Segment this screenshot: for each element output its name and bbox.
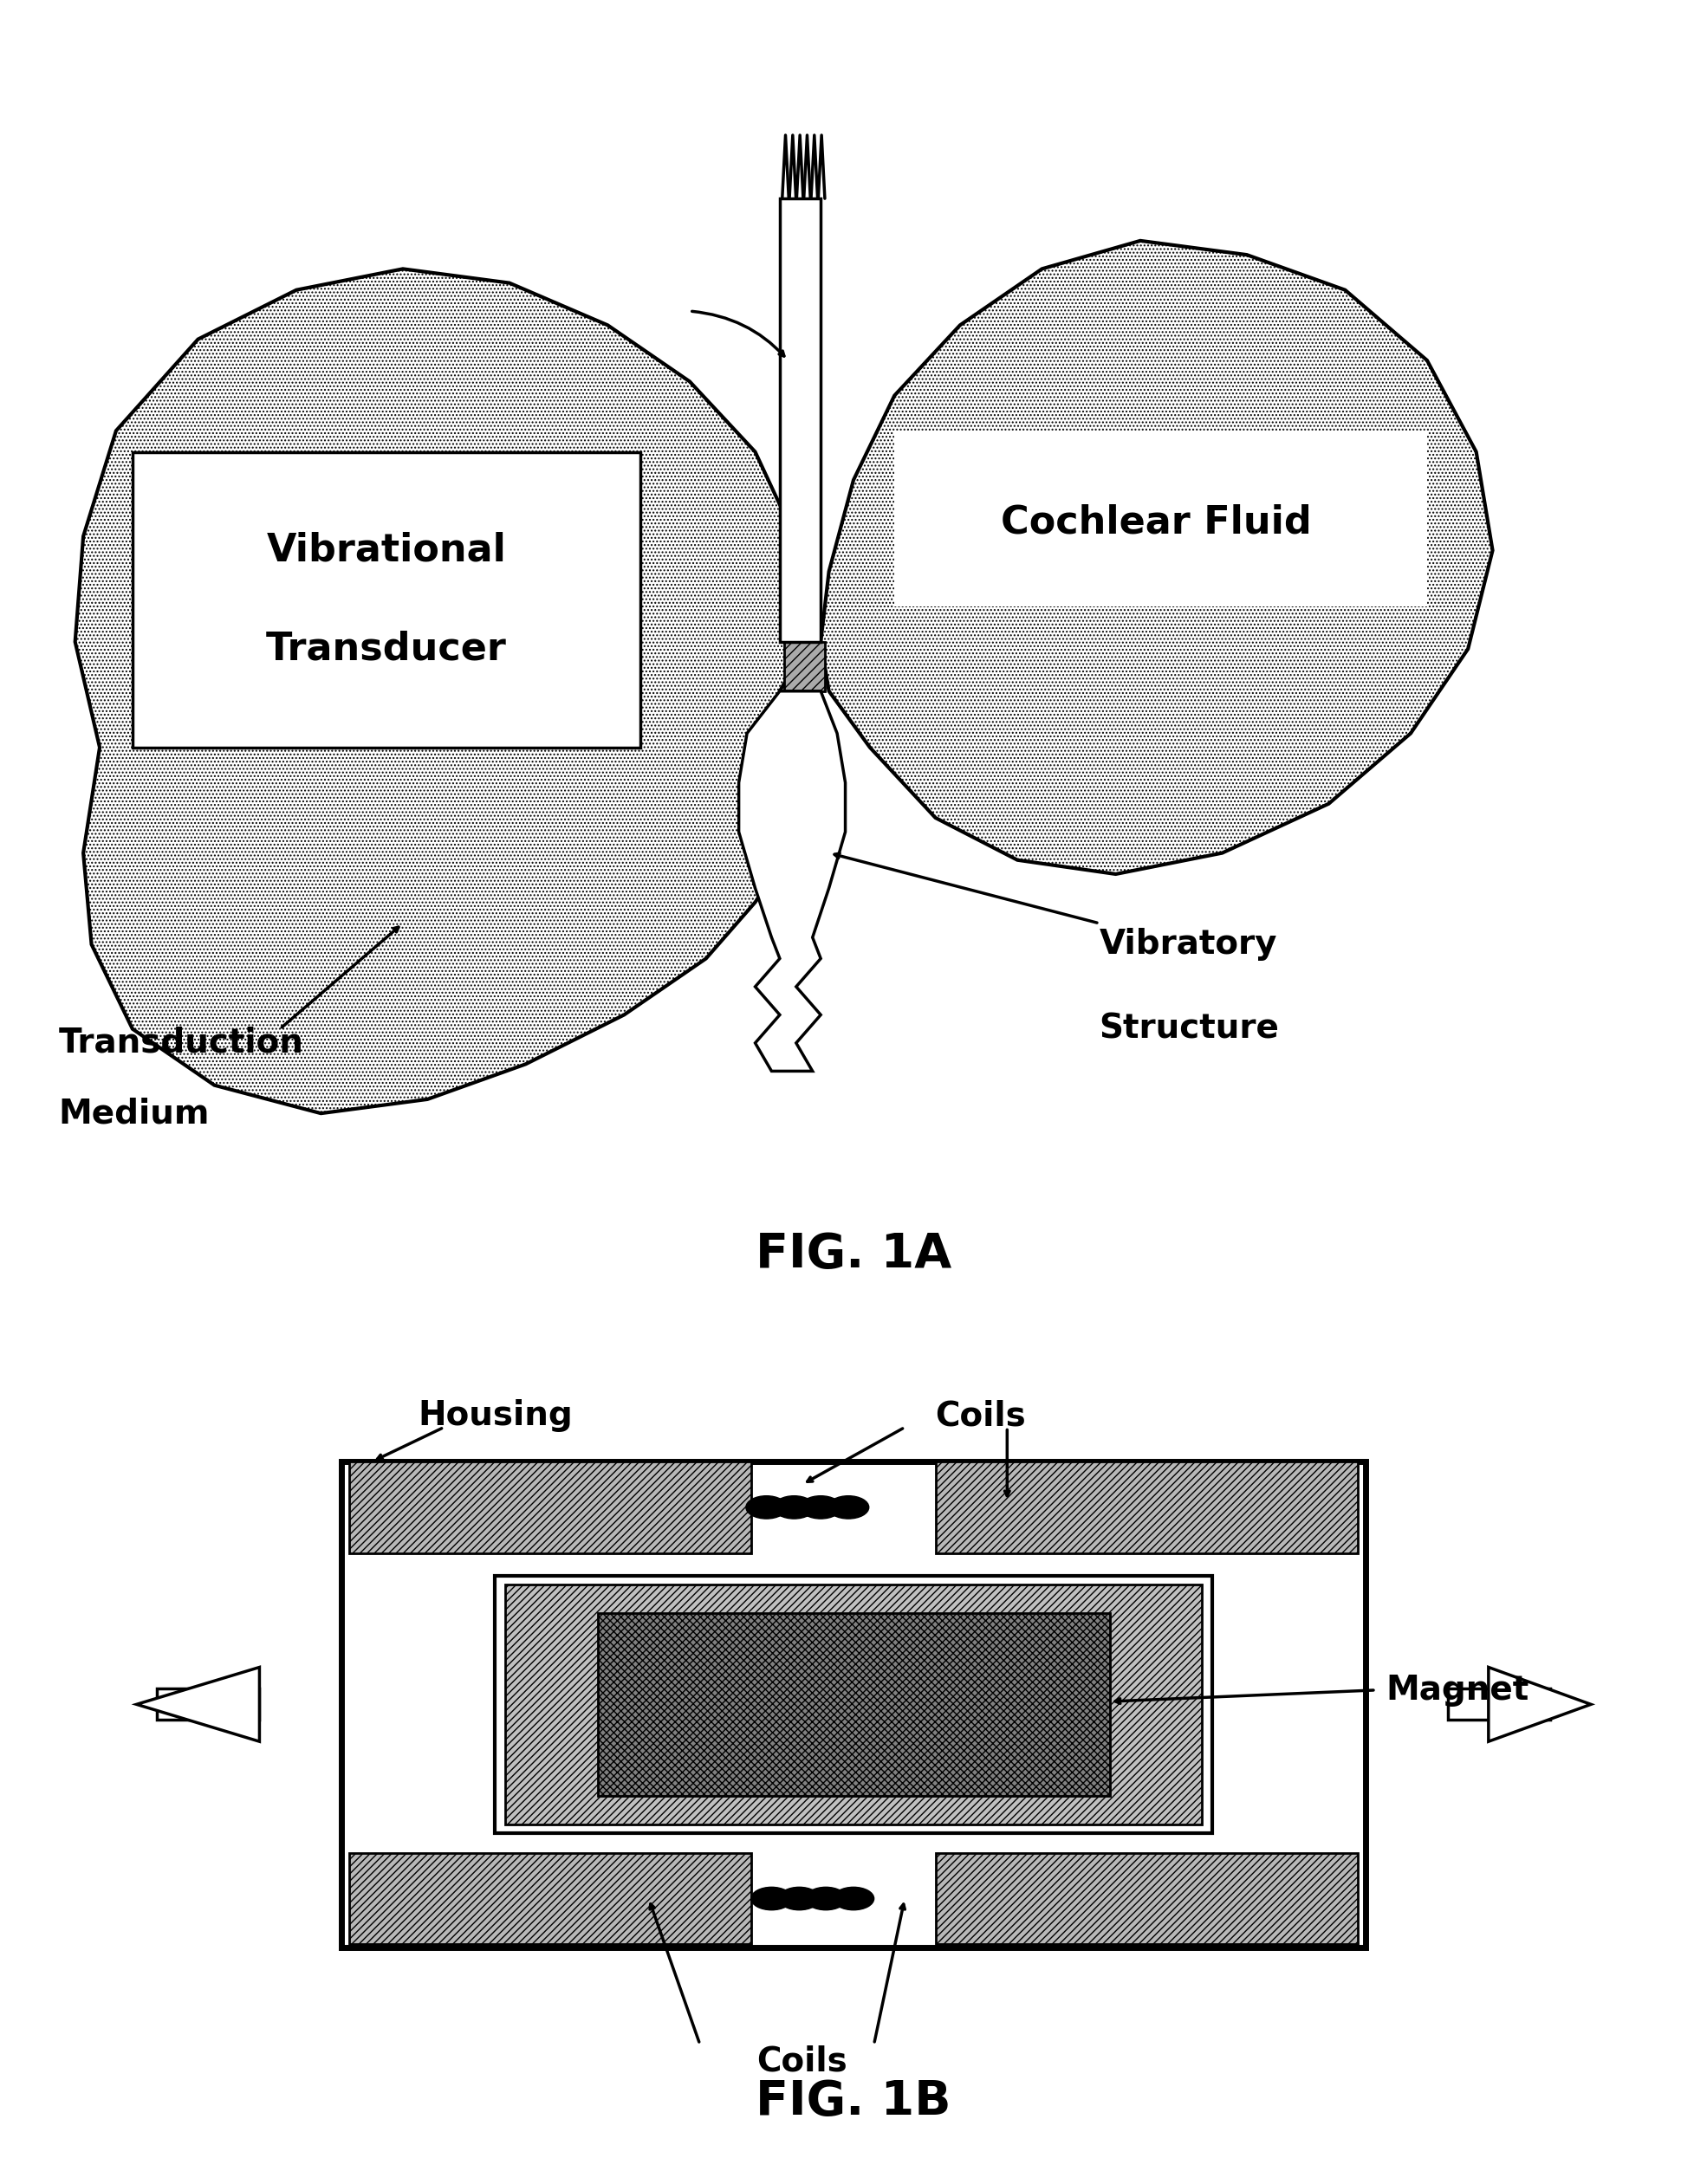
- Circle shape: [746, 1496, 787, 1518]
- Text: Coils: Coils: [756, 2044, 848, 2077]
- Polygon shape: [739, 690, 845, 1070]
- Polygon shape: [1489, 1666, 1591, 1741]
- Text: Transducer: Transducer: [266, 631, 507, 668]
- Text: Medium: Medium: [58, 1096, 210, 1129]
- Polygon shape: [821, 240, 1492, 874]
- Circle shape: [773, 1496, 814, 1518]
- Polygon shape: [75, 269, 813, 1114]
- FancyBboxPatch shape: [784, 642, 824, 690]
- Polygon shape: [137, 1666, 259, 1741]
- Circle shape: [806, 1887, 847, 1911]
- Text: Magnet: Magnet: [1386, 1673, 1529, 1706]
- FancyBboxPatch shape: [597, 1614, 1110, 1795]
- FancyBboxPatch shape: [495, 1577, 1212, 1832]
- Circle shape: [833, 1887, 874, 1911]
- Circle shape: [801, 1496, 842, 1518]
- FancyBboxPatch shape: [341, 1461, 1366, 1948]
- FancyBboxPatch shape: [894, 430, 1427, 607]
- FancyBboxPatch shape: [350, 1852, 751, 1944]
- Text: Vibrational: Vibrational: [266, 531, 507, 570]
- Circle shape: [778, 1887, 819, 1911]
- Text: Transduction: Transduction: [58, 1026, 304, 1059]
- FancyBboxPatch shape: [1448, 1688, 1550, 1721]
- Text: Housing: Housing: [418, 1400, 572, 1433]
- FancyBboxPatch shape: [935, 1852, 1357, 1944]
- Circle shape: [751, 1887, 792, 1911]
- Text: FIG. 1B: FIG. 1B: [756, 2077, 951, 2125]
- Text: Cochlear Fluid: Cochlear Fluid: [1002, 505, 1313, 542]
- Text: FIG. 1A: FIG. 1A: [756, 1232, 951, 1278]
- Polygon shape: [780, 199, 821, 642]
- FancyBboxPatch shape: [157, 1688, 259, 1721]
- Text: Structure: Structure: [1099, 1013, 1280, 1046]
- FancyBboxPatch shape: [350, 1461, 751, 1553]
- FancyBboxPatch shape: [505, 1583, 1202, 1824]
- Text: Vibratory: Vibratory: [1099, 928, 1277, 961]
- FancyBboxPatch shape: [133, 452, 640, 747]
- FancyBboxPatch shape: [935, 1461, 1357, 1553]
- Text: Coils: Coils: [935, 1400, 1026, 1433]
- Circle shape: [828, 1496, 869, 1518]
